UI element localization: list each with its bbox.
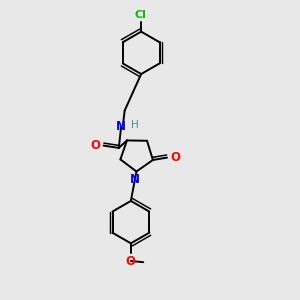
Text: N: N xyxy=(116,120,126,133)
Text: O: O xyxy=(170,151,180,164)
Text: O: O xyxy=(126,255,136,268)
Text: N: N xyxy=(130,173,140,186)
Text: O: O xyxy=(91,139,100,152)
Text: H: H xyxy=(130,120,138,130)
Text: Cl: Cl xyxy=(135,11,146,20)
